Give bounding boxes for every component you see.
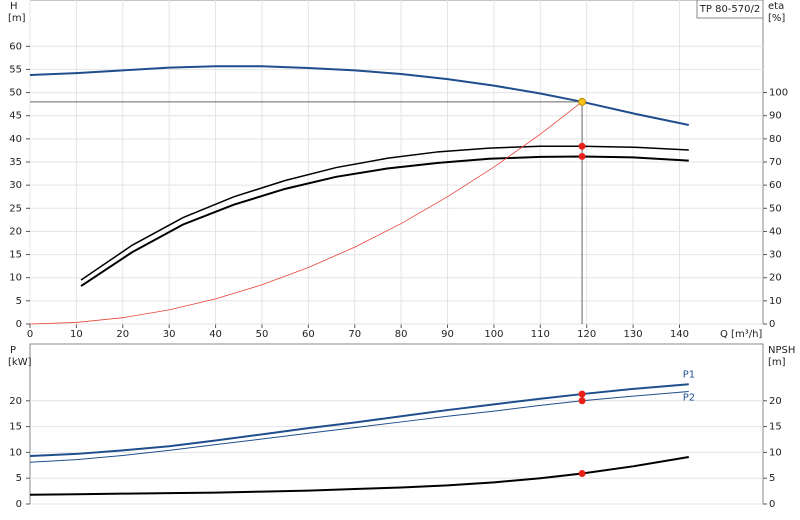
y2-tick-label: 0 [769,319,775,330]
y2-tick-label: 70 [769,157,782,168]
y2-tick-label: 5 [769,473,775,484]
duty-point [578,397,586,405]
x-axis-label: Q [m³/h] [720,329,762,340]
y-tick-label: 30 [9,180,22,191]
curve [29,456,689,496]
duty-point [578,97,587,106]
x-tick-label: 40 [209,329,222,340]
y-tick-label: 5 [16,473,22,484]
curve [80,155,689,287]
y-tick-label: 10 [9,447,22,458]
x-tick-label: 20 [116,329,129,340]
x-tick-label: 90 [441,329,454,340]
y2-tick-label: 60 [769,180,782,191]
curve [29,101,583,325]
y-axis-unit: [kW] [8,357,32,368]
x-tick-label: 70 [348,329,361,340]
y-axis-unit: [m] [8,13,26,24]
title-box [696,0,764,19]
y2-tick-label: 40 [769,226,782,237]
duty-point [578,152,586,160]
y-tick-label: 0 [16,499,22,510]
x-tick-label: 50 [256,329,269,340]
y2-tick-label: 15 [769,422,782,433]
x-tick-label: 130 [624,329,643,340]
y-tick-label: 15 [9,422,22,433]
x-tick-label: 10 [70,329,83,340]
duty-point [578,390,586,398]
y-tick-label: 25 [9,203,22,214]
y2-tick-label: 100 [769,88,788,99]
y2-tick-label: 10 [769,296,782,307]
y-axis-label: H [10,1,18,12]
y2-axis-label: eta [768,1,784,12]
plot-frame [29,343,764,505]
y2-tick-label: 80 [769,134,782,145]
y2-tick-label: 10 [769,447,782,458]
x-tick-label: 110 [531,329,550,340]
y-tick-label: 0 [16,319,22,330]
y2-tick-label: 20 [769,273,782,284]
x-tick-label: 60 [302,329,315,340]
y2-axis-unit: [%] [768,13,785,24]
y2-tick-label: 20 [769,396,782,407]
x-tick-label: 30 [163,329,176,340]
series-label: P2 [683,392,695,403]
y-tick-label: 50 [9,88,22,99]
y-axis-label: P [10,345,16,356]
curve [29,383,689,457]
curve [80,145,689,281]
y2-tick-label: 90 [769,111,782,122]
y2-tick-label: 0 [769,499,775,510]
x-tick-label: 120 [577,329,596,340]
y2-axis-label: NPSH [768,345,795,356]
y-tick-label: 35 [9,157,22,168]
y2-tick-label: 30 [769,250,782,261]
x-tick-label: 100 [484,329,503,340]
y-tick-label: 20 [9,226,22,237]
y-tick-label: 5 [16,296,22,307]
y-tick-label: 40 [9,134,22,145]
series-label: P1 [683,369,695,380]
y-tick-label: 60 [9,41,22,52]
y2-axis-unit: [m] [768,357,786,368]
y-tick-label: 15 [9,250,22,261]
y-tick-label: 45 [9,111,22,122]
curve [29,390,689,463]
duty-point [578,470,586,478]
y-tick-label: 10 [9,273,22,284]
y-tick-label: 20 [9,396,22,407]
duty-point [578,142,586,150]
x-tick-label: 140 [670,329,689,340]
y-tick-label: 55 [9,64,22,75]
curve [29,65,689,126]
x-tick-label: 80 [395,329,408,340]
x-tick-label: 0 [27,329,33,340]
chart-title: TP 80-570/2 [699,4,760,15]
y2-tick-label: 50 [769,203,782,214]
